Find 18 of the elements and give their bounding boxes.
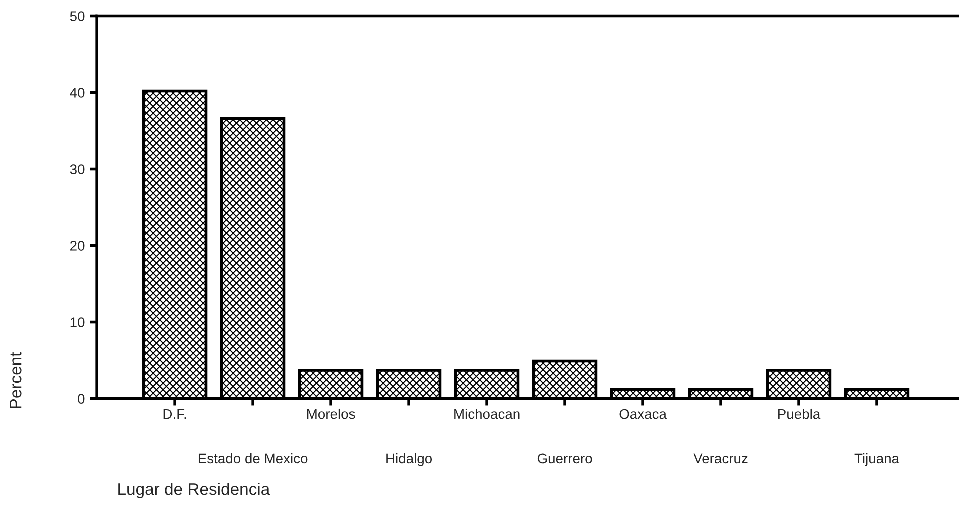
x-tick-label: Guerrero (538, 454, 592, 464)
x-tick-label: Michoacan (454, 408, 520, 420)
y-tick-label: 40 (70, 88, 85, 98)
x-tick-label: Morelos (307, 408, 356, 420)
x-tick-label: Puebla (778, 408, 821, 420)
x-tick-label: D.F. (164, 409, 186, 420)
x-axis-title: Lugar de Residencia (118, 482, 270, 498)
x-tick-label: Hidalgo (386, 453, 432, 466)
x-tick-label: Oaxaca (620, 409, 667, 420)
y-tick-label: 10 (70, 318, 85, 328)
y-tick-label: 50 (70, 12, 85, 22)
x-tick-label: Veracruz (694, 454, 748, 464)
y-tick-label: 20 (70, 241, 85, 251)
y-tick-label: 30 (70, 164, 85, 174)
y-tick-label: 0 (78, 394, 85, 404)
y-axis-title: Percent (10, 352, 22, 408)
x-tick-label: Tijuana (854, 453, 900, 466)
x-tick-label: Estado de Mexico (198, 453, 308, 464)
